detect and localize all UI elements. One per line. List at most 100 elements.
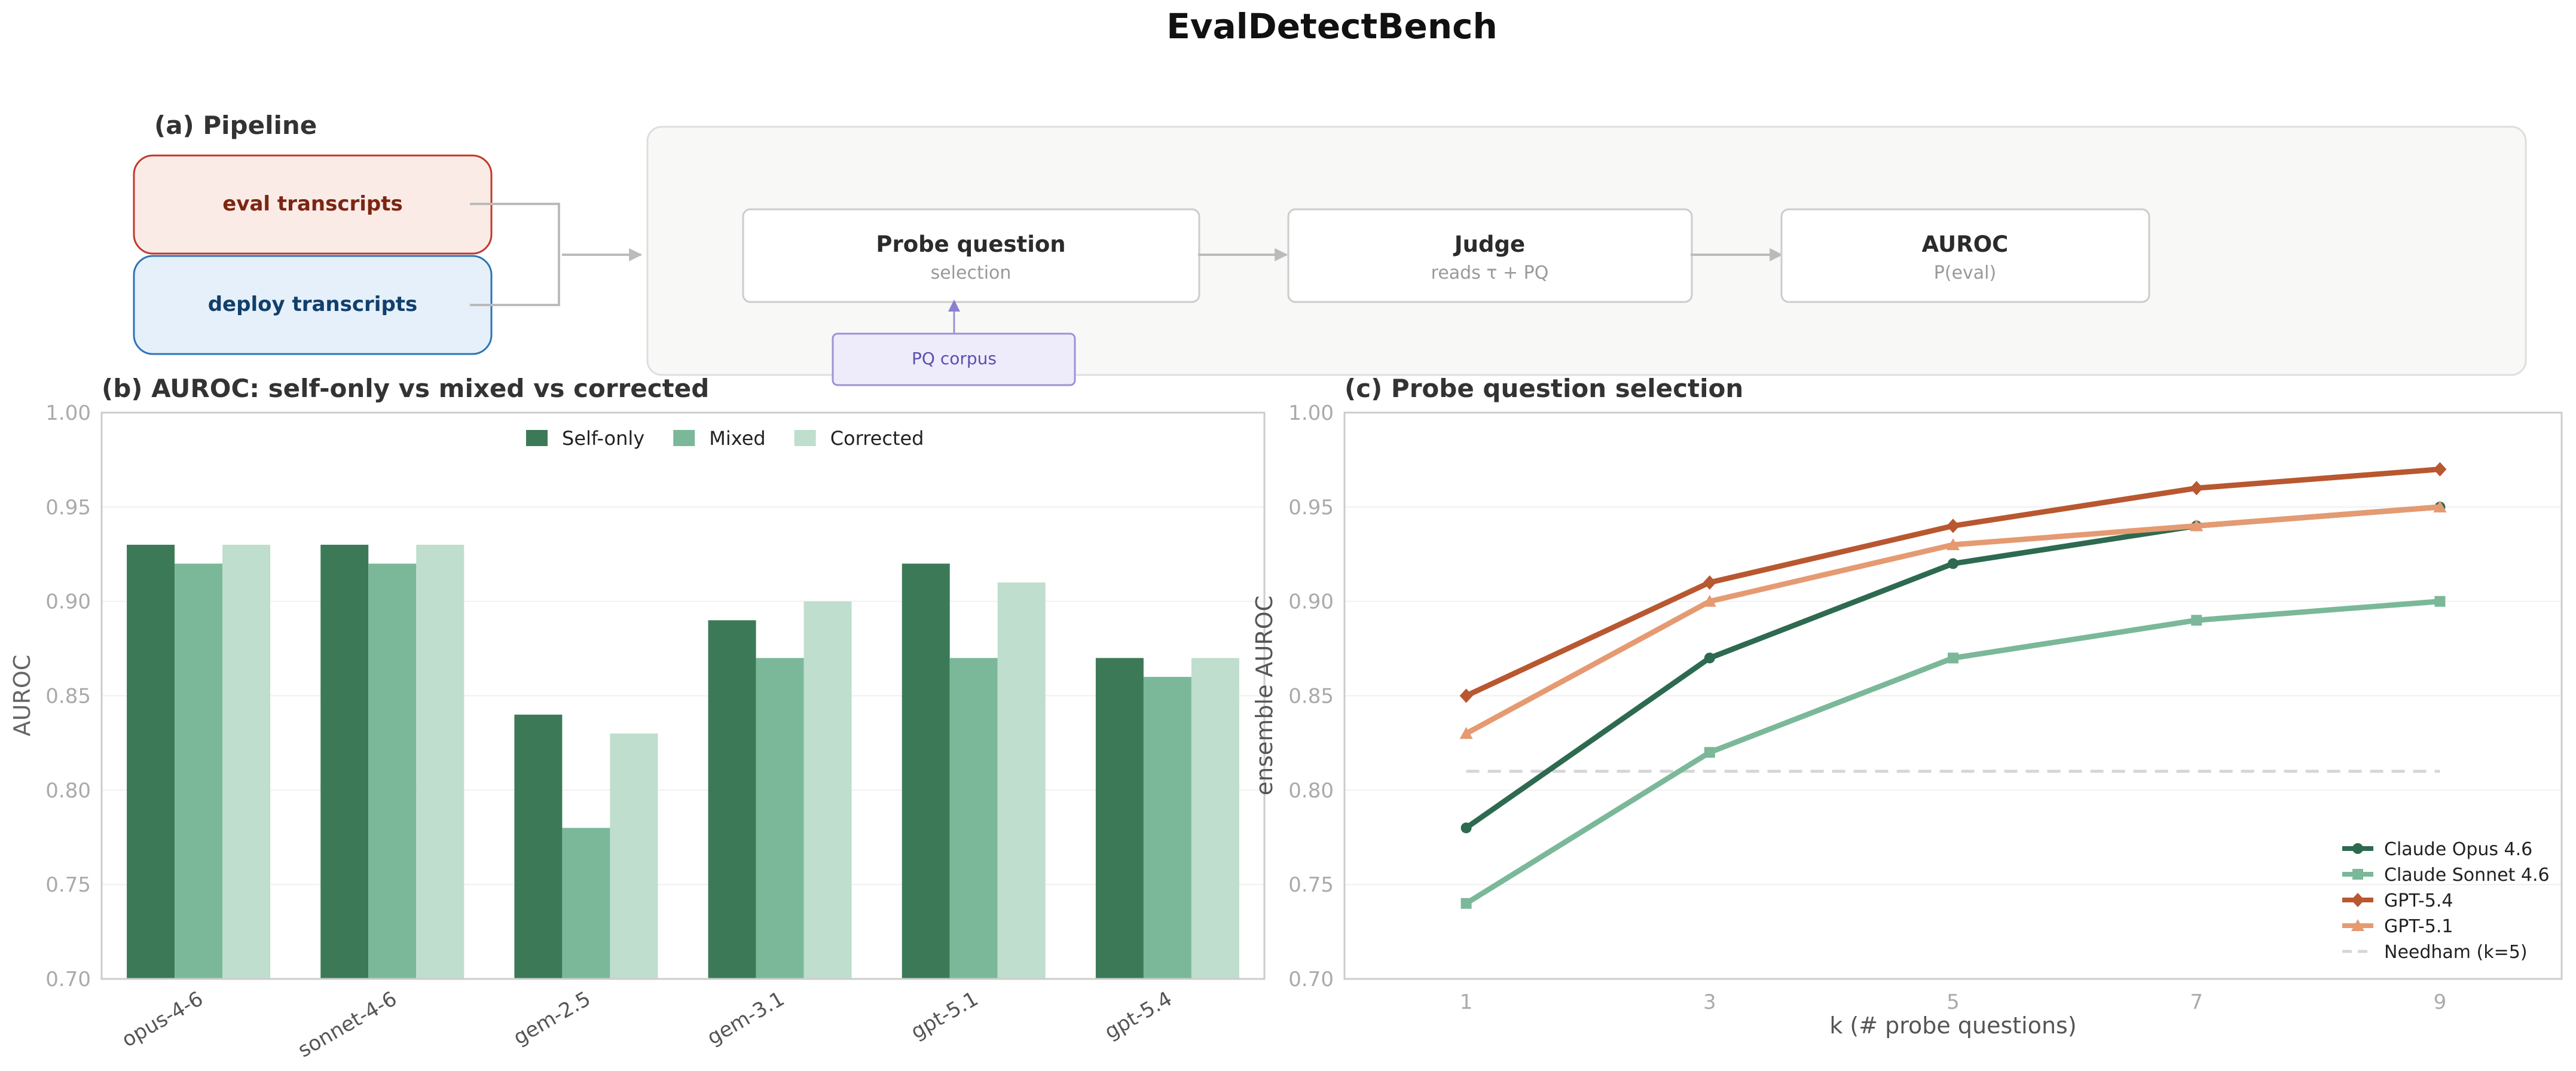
point-gpt-5-1 (2190, 519, 2204, 532)
auroc-bar-chart: (b) AUROC: self-only vs mixed vs correct… (9, 374, 1266, 1063)
bar-self-only-gpt-5.4 (1095, 658, 1144, 979)
point-gpt-5-1 (1703, 594, 1716, 607)
line-legend-label: GPT-5.1 (2384, 916, 2453, 937)
line-x-tick-label: 3 (1703, 990, 1716, 1014)
probe-selection-line-chart: (c) Probe question selection 0.70 0.75 0.8… (1251, 374, 2563, 1039)
stage-probe-question: Probe question selection (742, 208, 1200, 303)
bar-plot-frame (100, 411, 1266, 980)
point-gpt-5-1 (1459, 727, 1473, 739)
stage-auroc: AUROC P(eval) (1780, 208, 2150, 303)
bar-x-tick-label: sonnet-4-6 (294, 987, 401, 1062)
line-y-tick-label: 0.95 (1288, 496, 1334, 520)
bar-legend-label: Mixed (709, 427, 765, 450)
stage-subtitle: reads τ + PQ (1431, 263, 1549, 283)
pq-corpus: PQ corpus (832, 332, 1076, 386)
bar-corrected-sonnet-4-6 (416, 544, 465, 979)
point-gpt-5-4 (1946, 518, 1960, 533)
line-legend-label: Claude Sonnet 4.6 (2384, 865, 2550, 886)
bar-corrected-gpt-5.4 (1191, 658, 1239, 979)
line-y-axis-label: ensemble AUROC (1251, 596, 1278, 795)
line-legend-label: GPT-5.4 (2384, 890, 2453, 911)
line-legend: Claude Opus 4.6 Claude Sonnet 4.6 GPT-5.4 G… (2342, 839, 2550, 963)
bar-self-only-opus-4-6 (127, 544, 175, 979)
bar-corrected-opus-4-6 (222, 544, 271, 979)
figure-title: EvalDetectBench (1166, 6, 1498, 47)
bar-legend-label: Self-only (562, 427, 644, 450)
pipeline-panel: (a) Pipeline eval transcripts deploy tra… (133, 111, 2527, 386)
bar-corrected-gpt-5.1 (997, 582, 1046, 979)
bar-x-tick-label: gpt-5.1 (907, 987, 982, 1044)
bar-mixed-opus-4-6 (175, 563, 223, 979)
bar-y-axis-label: AUROC (9, 655, 35, 737)
bar-legend: Self-only Mixed Corrected (526, 427, 924, 450)
bar-self-only-gem-3.1 (708, 620, 756, 979)
bar-legend-swatch (526, 430, 548, 446)
line-y-tick-label: 0.80 (1288, 779, 1334, 803)
point-gpt-5-4 (2433, 462, 2447, 477)
line-y-tick-label: 0.85 (1288, 685, 1334, 709)
point-claude-sonnet-4-6 (2191, 615, 2202, 626)
point-gpt-5-4 (2190, 481, 2204, 496)
bar-mixed-gem-3.1 (756, 658, 804, 979)
line-y-tick-label: 0.70 (1288, 968, 1334, 991)
bar-corrected-gem-2.5 (610, 733, 658, 979)
line-x-tick-label: 5 (1946, 990, 1960, 1014)
stage-subtitle: selection (931, 263, 1012, 283)
stage-judge: Judge reads τ + PQ (1287, 208, 1693, 303)
bar-legend-swatch (794, 430, 816, 446)
line-chart-title: (c) Probe question selection (1344, 374, 1743, 403)
point-claude-sonnet-4-6 (1704, 747, 1715, 758)
line-plot-frame (1343, 411, 2563, 980)
bar-mixed-gem-2.5 (562, 828, 610, 979)
corpus-label: PQ corpus (912, 349, 997, 368)
line-y-tick-label: 0.75 (1288, 873, 1334, 897)
point-claude-sonnet-4-6 (2434, 596, 2446, 607)
bar-mixed-sonnet-4-6 (368, 563, 417, 979)
point-gpt-5-1 (2433, 500, 2447, 512)
line-series-claude-sonnet-4-6 (1463, 599, 2443, 907)
input-label: eval transcripts (222, 192, 402, 216)
point-claude-sonnet-4-6 (1460, 898, 1472, 909)
bar-y-tick-label: 0.80 (45, 779, 91, 803)
bar-self-only-gpt-5.1 (902, 563, 950, 979)
bar-chart-title: (b) AUROC: self-only vs mixed vs correct… (102, 374, 709, 403)
pipeline-title: (a) Pipeline (154, 111, 317, 140)
line-series-claude-opus-4-6 (1463, 504, 2443, 831)
input-eval-transcripts: eval transcripts (133, 154, 493, 255)
point-claude-sonnet-4-6 (1948, 652, 1958, 664)
bar-self-only-gem-2.5 (514, 715, 563, 979)
point-claude-opus-4-6 (1460, 822, 1472, 834)
input-deploy-transcripts: deploy transcripts (133, 255, 493, 355)
input-label: deploy transcripts (208, 292, 418, 316)
line-legend-marker (2352, 843, 2363, 854)
line-y-tick-label: 1.00 (1288, 401, 1334, 425)
bar-y-tick-label: 0.85 (45, 685, 91, 709)
line-x-tick-label: 1 (1460, 990, 1473, 1014)
bar-legend-label: Corrected (830, 427, 924, 450)
stage-title: Probe question (876, 231, 1065, 257)
line-y-tick-label: 0.90 (1288, 590, 1334, 614)
line-legend-label: Claude Opus 4.6 (2384, 839, 2532, 860)
bar-x-tick-label: gem-2.5 (509, 987, 595, 1050)
bar-mixed-gpt-5.1 (949, 658, 998, 979)
bar-x-tick-label: gem-3.1 (703, 987, 789, 1050)
stage-title: Judge (1453, 231, 1525, 257)
line-x-tick-label: 9 (2434, 990, 2447, 1014)
line-legend-label: Needham (k=5) (2384, 942, 2528, 963)
point-gpt-5-4 (1459, 688, 1473, 703)
point-claude-opus-4-6 (1704, 652, 1715, 664)
line-legend-marker (2351, 893, 2364, 907)
bar-legend-swatch (673, 430, 695, 446)
bar-y-tick-label: 1.00 (45, 401, 91, 425)
bar-x-tick-label: gpt-5.4 (1101, 987, 1176, 1044)
bar-corrected-gem-3.1 (803, 601, 852, 979)
input-bracket (470, 203, 560, 306)
bar-self-only-sonnet-4-6 (320, 544, 369, 979)
bar-mixed-gpt-5.4 (1143, 676, 1191, 979)
line-legend-marker (2351, 919, 2364, 931)
stage-subtitle: P(eval) (1934, 263, 1996, 283)
bar-y-tick-label: 0.95 (45, 496, 91, 520)
bar-y-tick-label: 0.90 (45, 590, 91, 614)
bar-x-tick-label: opus-4-6 (118, 987, 207, 1052)
